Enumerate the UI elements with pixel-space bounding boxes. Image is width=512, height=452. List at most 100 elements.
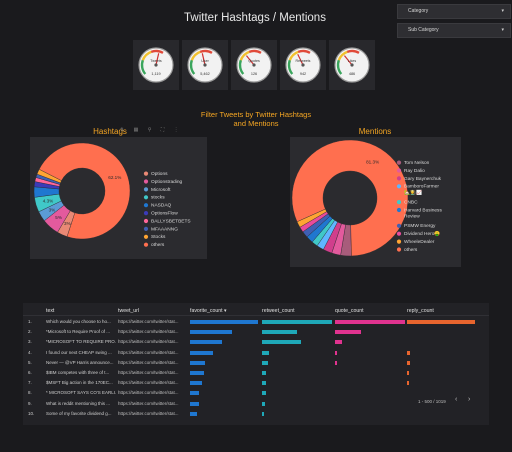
slice-label: 4.3% bbox=[43, 199, 53, 204]
legend-label[interactable]: Dividend Hero🤑 bbox=[404, 230, 440, 237]
legend-label[interactable]: Tom Nelson bbox=[404, 160, 430, 166]
legend-swatch bbox=[396, 200, 402, 205]
chart-toolbar[interactable]: ⇅ ▦ ⚲ ⛶ ⋮ bbox=[120, 127, 183, 133]
legend-swatch bbox=[143, 218, 149, 224]
gauge-value: 1,119 bbox=[151, 72, 160, 76]
mentions-donut-chart[interactable]: 81.3% Tom Nelson Ray Dalio Gary Baynerchuk B… bbox=[290, 137, 461, 267]
bar-fav bbox=[190, 330, 233, 335]
bar-fav bbox=[190, 411, 197, 416]
tweet-text: Which would you choose to ho... bbox=[46, 319, 111, 324]
gauge-needle bbox=[201, 53, 206, 66]
hashtags-donut-chart[interactable]: 3%5%3%4.3%62.1%OptionsOptionstradingMicr… bbox=[30, 137, 207, 259]
filter-note: Filter Tweets by Twitter Hashtags and Me… bbox=[200, 110, 312, 128]
bar-reply bbox=[407, 381, 410, 386]
legend-label[interactable]: Optionstrading bbox=[151, 179, 183, 185]
donut-slice[interactable] bbox=[38, 142, 131, 240]
legend-label[interactable]: others bbox=[404, 247, 418, 253]
bar-rt bbox=[262, 381, 267, 386]
column-header-text[interactable]: text bbox=[46, 308, 55, 314]
subcategory-filter[interactable]: Sub Category ▾ bbox=[397, 23, 511, 38]
next-page-icon[interactable]: › bbox=[468, 396, 471, 403]
legend-label[interactable]: Microsoft bbox=[151, 187, 171, 193]
bar-rt bbox=[262, 320, 332, 324]
legend-swatch bbox=[396, 247, 402, 252]
tweet-text: Some of my favorite dividend g... bbox=[46, 410, 112, 416]
gauge-needle bbox=[343, 55, 353, 66]
tweet-url-link[interactable]: https://twitter.com/twitter/stat... bbox=[118, 380, 179, 386]
pagination-text: 1 - 500 / 1019 bbox=[418, 399, 446, 404]
legend-swatch bbox=[143, 242, 149, 247]
legend-swatch bbox=[143, 234, 149, 239]
tweet-text: $IBM competes with three of t... bbox=[46, 370, 110, 375]
tweet-url-link[interactable]: https://twitter.com/twitter/stat... bbox=[118, 349, 179, 355]
column-header-quote_count[interactable]: quote_count bbox=[335, 308, 364, 314]
legend-label[interactable]: OptionsFlow bbox=[151, 211, 178, 217]
legend-swatch bbox=[396, 160, 402, 165]
bar-quote bbox=[335, 340, 342, 345]
previous-page-icon[interactable]: ‹ bbox=[455, 396, 458, 403]
legend-swatch bbox=[143, 203, 149, 208]
gauge-card: Quotes 126 bbox=[231, 40, 277, 90]
legend-label[interactable]: 🏡👨‍🌾📈 bbox=[404, 189, 422, 196]
tweet-url-link[interactable]: https://twitter.com/twitter/stat... bbox=[118, 400, 179, 406]
gauge-value: 5,462 bbox=[200, 72, 210, 76]
gauge-needle bbox=[245, 55, 255, 66]
gauge-value: 942 bbox=[300, 72, 306, 76]
tweet-text: *Microsoft to Require Proof of ... bbox=[46, 329, 111, 335]
bar-reply bbox=[407, 350, 410, 355]
tweet-text: Never — @VP Harris announce... bbox=[46, 359, 114, 365]
legend-label[interactable]: BamboroFarmer bbox=[404, 184, 439, 190]
legend-swatch bbox=[396, 239, 402, 244]
bar-rt bbox=[262, 411, 265, 416]
donut-slice[interactable] bbox=[291, 139, 409, 257]
legend-label[interactable]: WheeleDealer bbox=[404, 239, 435, 245]
tweet-url-link[interactable]: https://twitter.com/twitter/stat... bbox=[118, 339, 179, 345]
legend-label[interactable]: CNBC bbox=[404, 200, 418, 206]
legend-swatch bbox=[143, 211, 149, 216]
bar-fav bbox=[190, 340, 222, 345]
gauge-dial: Tweets 1,119 bbox=[138, 47, 174, 83]
gauge-value: 126 bbox=[251, 72, 257, 76]
tweet-url-link[interactable]: https://twitter.com/twitter/stat... bbox=[118, 359, 179, 365]
slice-label: 5% bbox=[55, 215, 62, 220]
gauge-card: Likes 486 bbox=[329, 40, 375, 90]
legend-label[interactable]: stocks bbox=[151, 195, 165, 201]
legend-swatch bbox=[396, 207, 402, 213]
bar-reply bbox=[407, 360, 410, 365]
row-number: 7. bbox=[28, 380, 32, 386]
bar-quote bbox=[335, 330, 361, 335]
legend-label[interactable]: Stocks bbox=[151, 234, 166, 240]
legend-label[interactable]: Harvard Business bbox=[404, 207, 442, 213]
category-filter[interactable]: Category ▾ bbox=[397, 4, 511, 19]
tweet-url-link[interactable]: https://twitter.com/twitter/stat... bbox=[118, 370, 179, 375]
bar-rt bbox=[262, 330, 297, 335]
bar-fav bbox=[190, 360, 205, 365]
tweet-url-link[interactable]: https://twitter.com/twitter/stat... bbox=[118, 390, 179, 396]
legend-label[interactable]: Gary Baynerchuk bbox=[404, 176, 442, 182]
tweet-url-link[interactable]: https://twitter.com/twitter/stat... bbox=[118, 329, 179, 335]
legend-label[interactable]: BALLYSBETBETS bbox=[151, 218, 191, 224]
gauge-dial: User 5,462 bbox=[187, 47, 223, 83]
legend-label[interactable]: Review bbox=[404, 214, 420, 220]
slice-label: 81.3% bbox=[366, 160, 379, 165]
legend-label[interactable]: others bbox=[151, 242, 165, 248]
column-header-favorite_count[interactable]: favorite_count ▾ bbox=[190, 308, 227, 314]
tweet-url-link[interactable]: https://twitter.com/twitter/stat... bbox=[118, 410, 179, 416]
legend-label[interactable]: MFAAANNG bbox=[151, 226, 178, 232]
tweet-url-link[interactable]: https://twitter.com/twitter/stat... bbox=[118, 319, 179, 324]
gauge-needle bbox=[297, 53, 304, 66]
column-header-reply_count[interactable]: reply_count bbox=[407, 308, 434, 314]
legend-label[interactable]: NASDAQ bbox=[151, 203, 172, 209]
column-header-tweet_url[interactable]: tweet_url bbox=[118, 308, 140, 314]
bar-rt bbox=[262, 350, 269, 355]
column-header-retweet_count[interactable]: retweet_count bbox=[262, 308, 295, 314]
legend-label[interactable]: Ray Dalio bbox=[404, 168, 425, 174]
bar-rt bbox=[262, 340, 301, 345]
legend-label[interactable]: Options bbox=[151, 171, 168, 177]
legend-label[interactable]: PSMW Energy bbox=[404, 223, 436, 229]
gauge-card: Tweets 1,119 bbox=[133, 40, 179, 90]
bar-fav bbox=[190, 350, 214, 355]
tweet-text: I found our next CHEAP swing ... bbox=[46, 349, 112, 355]
row-number: 4. bbox=[28, 349, 32, 355]
chevron-down-icon: ▾ bbox=[501, 27, 504, 33]
